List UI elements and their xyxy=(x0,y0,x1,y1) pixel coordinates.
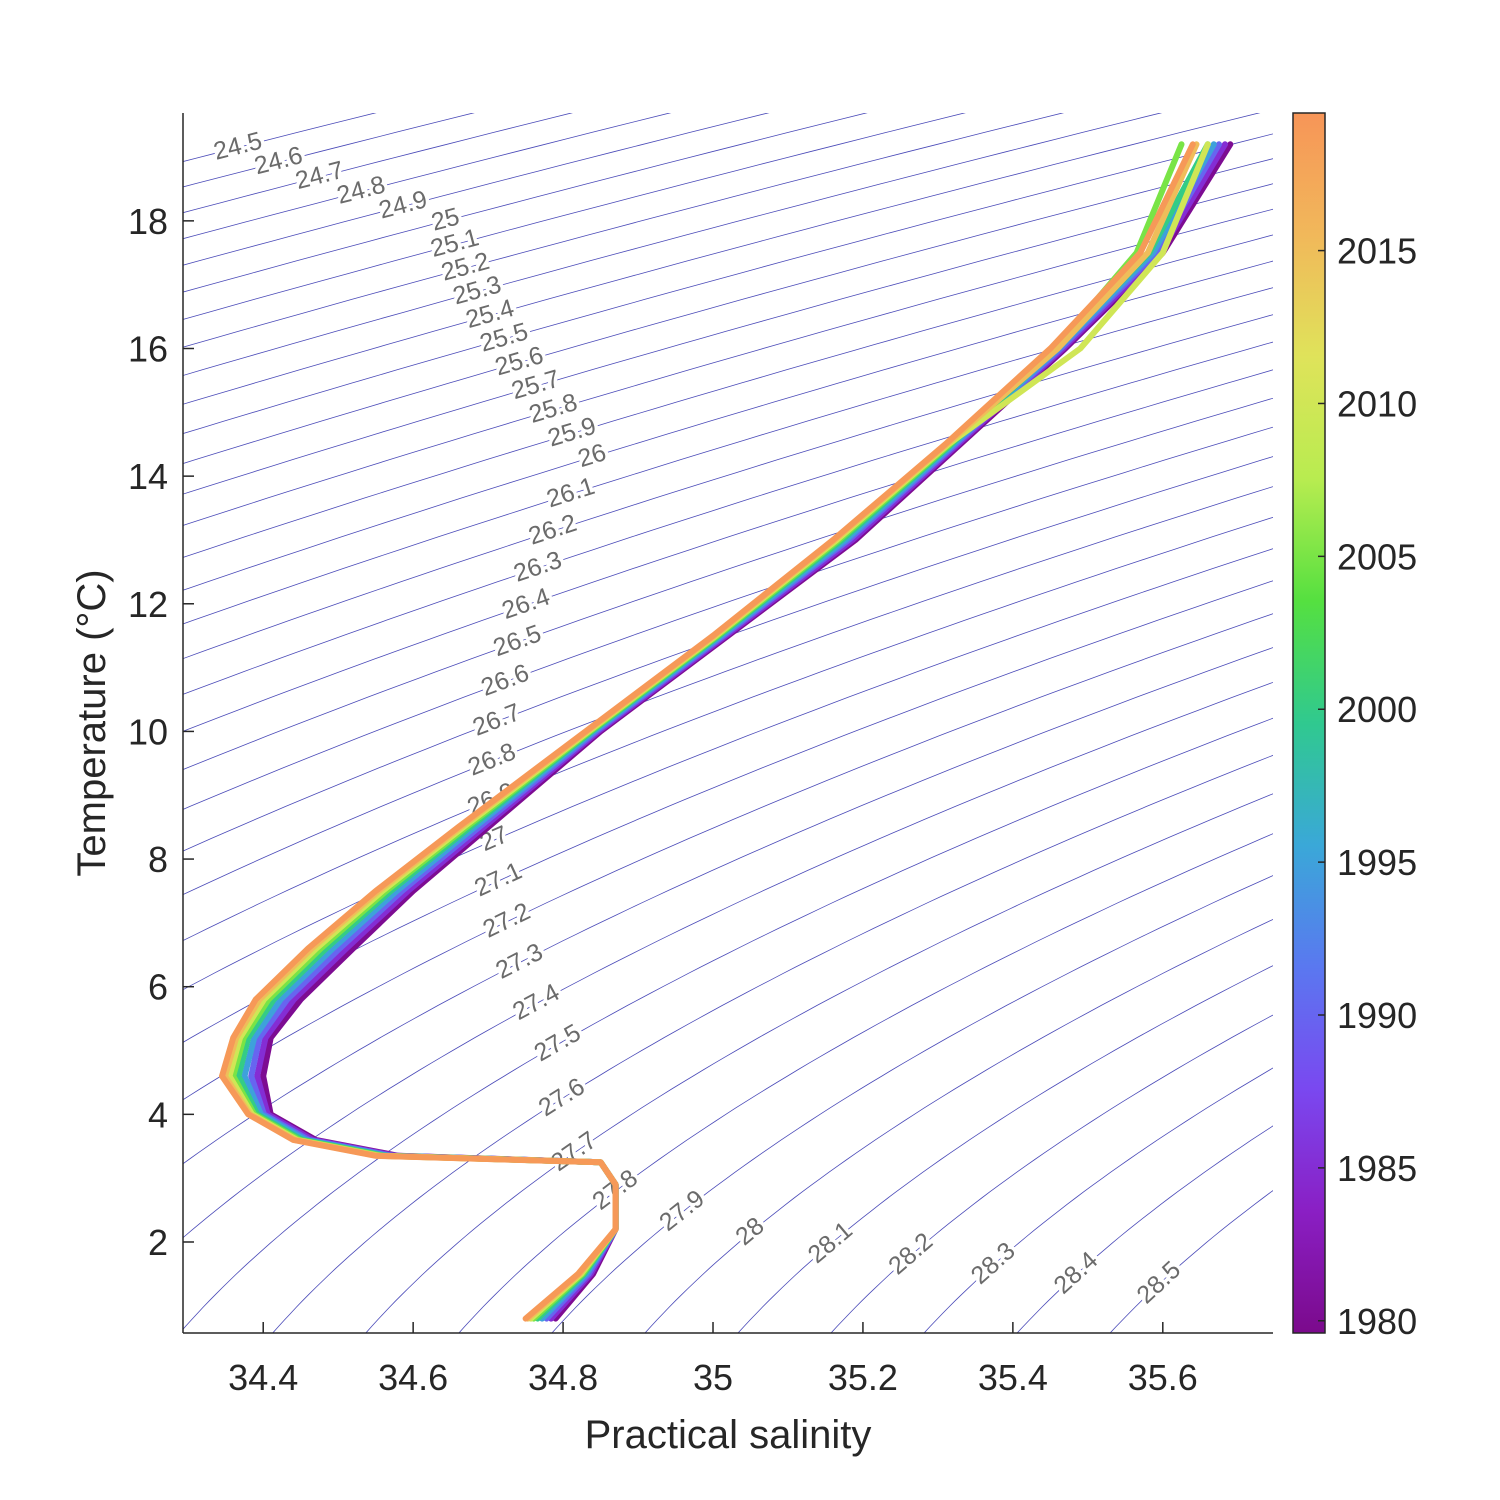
contour-line xyxy=(183,717,1273,1330)
contour-label: 27.3 xyxy=(491,938,547,985)
colorbar-tick-label: 1995 xyxy=(1337,842,1417,883)
axes: 34.4 34.6 34.8 35 35.2 35.4 35.6 2 4 6 8 10 12 14 16 18… xyxy=(128,112,1417,1398)
ts-profile xyxy=(241,141,1217,1322)
contour-line xyxy=(183,486,1273,896)
contour-label: 27.9 xyxy=(654,1185,710,1237)
y-tick-label: 14 xyxy=(128,456,168,497)
contour-label: 27.1 xyxy=(470,857,526,903)
contour-line xyxy=(183,260,1273,591)
colorbar-tick-label: 2015 xyxy=(1337,231,1417,272)
colorbar-tick-label: 1985 xyxy=(1337,1148,1417,1189)
contour-line xyxy=(183,113,1163,376)
contour-line xyxy=(365,793,1273,1333)
y-tick-label: 18 xyxy=(128,201,168,242)
profiles xyxy=(219,141,1234,1322)
contour-label: 24.5 xyxy=(211,127,265,166)
contour-line xyxy=(183,647,1273,1165)
contour-label: 26.5 xyxy=(490,619,545,662)
contour-label: 26.7 xyxy=(469,698,524,742)
contour-label: 28.4 xyxy=(1048,1246,1103,1299)
ts-profile xyxy=(219,141,1196,1322)
contour-label: 28.5 xyxy=(1131,1256,1186,1310)
contour-label: 27.6 xyxy=(534,1072,590,1122)
contour-line xyxy=(183,369,1273,732)
contour-line xyxy=(644,918,1273,1333)
contour-label: 27.2 xyxy=(479,897,535,943)
contour-line xyxy=(1016,1125,1273,1333)
contour-label: 26.2 xyxy=(525,509,580,551)
ts-profile xyxy=(235,141,1211,1322)
x-tick-label: 34.8 xyxy=(528,1357,598,1398)
contour-line xyxy=(923,1067,1273,1333)
colorbar-tick-label: 2000 xyxy=(1337,689,1417,730)
contour-line xyxy=(183,314,1273,660)
contour-line xyxy=(183,113,1261,405)
contour-label: 27.7 xyxy=(546,1126,602,1177)
x-tick-label: 35.6 xyxy=(1128,1357,1198,1398)
contour-line xyxy=(551,875,1273,1333)
colorbar-tick-label: 2010 xyxy=(1337,383,1417,424)
contour-label: 26.8 xyxy=(464,737,520,781)
y-tick-label: 16 xyxy=(128,328,168,369)
contour-line xyxy=(183,234,1273,558)
contour-line xyxy=(183,580,1273,1043)
contour-line xyxy=(737,965,1273,1333)
contour-line xyxy=(183,133,1273,435)
contour-line xyxy=(830,1014,1273,1333)
contour-label: 26.6 xyxy=(477,659,532,702)
contour-line xyxy=(183,456,1273,852)
y-axis-label: Temperature (°C) xyxy=(70,569,114,876)
contour-label: 26.3 xyxy=(510,546,565,588)
contour-line xyxy=(183,341,1273,695)
x-tick-label: 35 xyxy=(693,1357,733,1398)
contour-line xyxy=(458,833,1273,1333)
x-tick-label: 35.4 xyxy=(978,1357,1048,1398)
contour-line xyxy=(183,287,1273,625)
colorbar-tick-label: 1990 xyxy=(1337,995,1417,1036)
contour-line xyxy=(183,183,1273,495)
contour-label: 27.5 xyxy=(529,1019,585,1068)
y-tick-label: 8 xyxy=(148,839,168,880)
contour-label: 26.1 xyxy=(543,472,598,513)
contour-line xyxy=(183,208,1273,526)
ts-profile xyxy=(222,141,1200,1322)
colorbar-tick-label: 2005 xyxy=(1337,536,1417,577)
contour-label: 28.3 xyxy=(966,1237,1021,1290)
contour-line xyxy=(183,113,672,240)
x-tick-label: 35.2 xyxy=(828,1357,898,1398)
y-tick-label: 6 xyxy=(148,967,168,1008)
contour-label: 27.4 xyxy=(508,978,564,1026)
x-tick-label: 34.4 xyxy=(228,1357,298,1398)
contour-label: 26.4 xyxy=(498,583,553,625)
contour-line xyxy=(183,158,1273,464)
contour-line xyxy=(183,516,1273,942)
contour-line xyxy=(183,113,1065,348)
contour-line xyxy=(183,548,1273,991)
contour-line xyxy=(183,426,1273,810)
contour-line xyxy=(272,754,1273,1333)
contour-line xyxy=(183,397,1273,771)
contours xyxy=(183,113,1273,1333)
x-axis-label: Practical salinity xyxy=(585,1413,872,1457)
colorbar-tick-label: 1980 xyxy=(1337,1301,1417,1342)
y-tick-label: 2 xyxy=(148,1222,168,1263)
y-tick-label: 4 xyxy=(148,1094,168,1135)
contour-line xyxy=(183,113,966,320)
contour-line xyxy=(183,681,1273,1239)
colorbar xyxy=(1292,112,1326,1334)
y-tick-label: 10 xyxy=(128,711,168,752)
contour-line xyxy=(183,613,1273,1101)
y-tick-label: 12 xyxy=(128,584,168,625)
x-tick-label: 34.6 xyxy=(378,1357,448,1398)
ts-profile xyxy=(226,141,1211,1322)
